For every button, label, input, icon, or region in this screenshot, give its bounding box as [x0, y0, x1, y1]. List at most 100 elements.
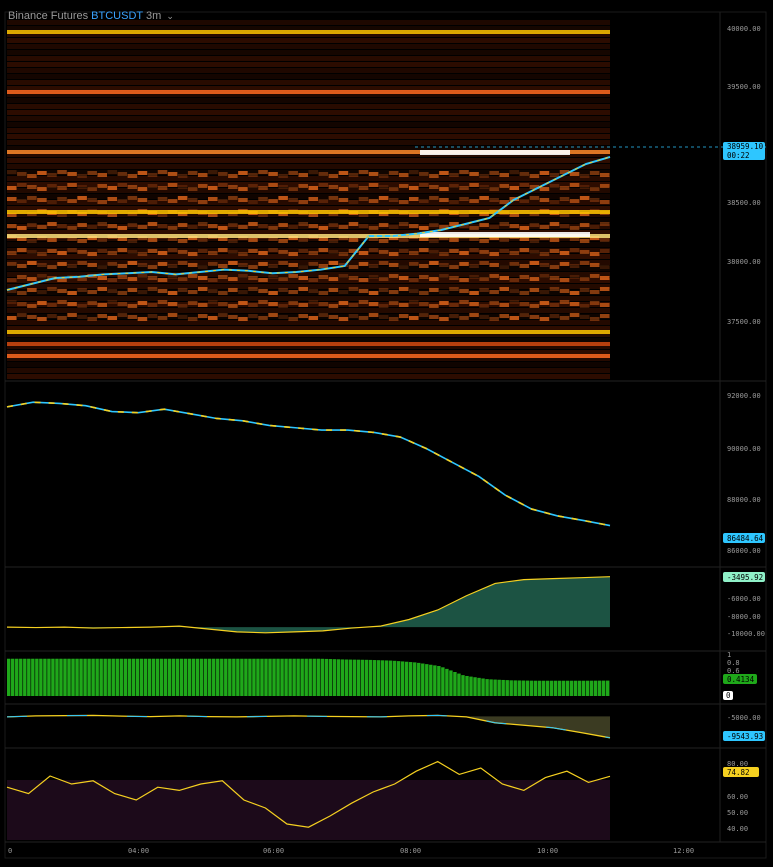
heatmap-cell [268, 313, 278, 317]
heatmap-cell [117, 226, 128, 230]
heatmap-cell [348, 265, 359, 269]
time-axis[interactable]: 0 04:00 06:00 08:00 10:00 12:00 [8, 847, 694, 855]
heatmap-cell [449, 184, 459, 188]
heatmap-cell [288, 317, 298, 321]
heatmap-cell [127, 261, 138, 265]
heatmap-cell [499, 249, 509, 253]
ratio-bar [336, 659, 341, 696]
heatmap-cell [318, 172, 329, 176]
ratio-bar [159, 658, 164, 696]
heatmap-cell [97, 249, 107, 253]
heatmap-cell [127, 304, 138, 308]
heatmap-cell [499, 222, 509, 226]
panel4-value-marker: 0.4134 [723, 674, 757, 684]
heatmap-cell [17, 313, 27, 317]
panel3-axis[interactable]: -6000.00 -8000.00 -10000.00 [727, 595, 765, 638]
heatmap-cell [459, 197, 469, 201]
heatmap-cell [107, 316, 118, 320]
heatmap-cell [328, 239, 339, 243]
heatmap-cell [409, 300, 419, 304]
heatmap-cell [177, 277, 188, 281]
heatmap-cell [67, 226, 77, 230]
heatmap-cell [559, 224, 570, 228]
symbol-selector[interactable]: Binance Futures BTCUSDT 3m ⌄ [8, 10, 174, 22]
liquidity-level [7, 330, 610, 334]
heatmap-cell [177, 288, 188, 292]
heatmap-cell [429, 250, 439, 254]
heatmap-cell [208, 262, 218, 266]
heatmap-cell [117, 264, 128, 268]
panel5-axis[interactable]: -5000.00 [727, 714, 761, 722]
heatmap-cell [218, 291, 228, 295]
heatmap-cell [439, 263, 449, 267]
heatmap-band [7, 368, 610, 373]
heatmap-cell [298, 314, 308, 318]
heatmap [7, 20, 610, 379]
ratio-bar [228, 658, 232, 696]
heatmap-cell [419, 291, 429, 295]
heatmap-cell [147, 238, 158, 242]
ratio-bar [372, 660, 377, 696]
ratio-bar [296, 658, 300, 696]
heatmap-cell [368, 248, 379, 252]
heatmap-cell [429, 185, 439, 189]
ratio-bar [589, 680, 594, 696]
heatmap-band [7, 218, 610, 223]
heatmap-cell [419, 275, 429, 279]
heatmap-cell [67, 291, 77, 295]
ratio-bar [332, 659, 337, 696]
ratio-bar [509, 680, 513, 696]
panel4-tick: 0.8 [727, 659, 740, 667]
heatmap-cell [589, 317, 600, 321]
heatmap-cell [549, 200, 560, 204]
heatmap-cell [328, 315, 339, 319]
panel4-axis[interactable]: 1 0.8 0.6 [727, 651, 740, 675]
heatmap-cell [298, 184, 308, 188]
heatmap-cell [177, 304, 188, 308]
heatmap-cell [439, 252, 449, 256]
panel4-tag[interactable]: 0 [723, 691, 733, 700]
heatmap-cell [107, 213, 118, 217]
heatmap-cell [87, 252, 97, 256]
heatmap-band [7, 128, 610, 133]
heatmap-cell [439, 187, 449, 191]
heatmap-cell [338, 225, 349, 229]
heatmap-cell [288, 263, 298, 267]
heatmap-cell [338, 252, 349, 256]
ratio-bar [316, 658, 320, 696]
heatmap-cell [77, 304, 87, 308]
heatmap-cell [177, 250, 188, 254]
heatmap-cell [489, 263, 499, 267]
heatmap-band [7, 200, 610, 205]
ratio-bar [292, 658, 296, 696]
heatmap-cell [47, 249, 57, 253]
ratio-bar [308, 658, 312, 696]
heatmap-cell [37, 263, 47, 267]
price-axis[interactable]: 40000.00 39500.00 38500.00 38000.00 3750… [727, 25, 761, 326]
heatmap-cell [7, 170, 17, 174]
heatmap-cell [27, 261, 37, 265]
heatmap-cell [388, 317, 399, 321]
panel2-axis[interactable]: 92000.00 90000.00 88000.00 86000.00 [727, 392, 761, 555]
ratio-bar [63, 658, 67, 696]
heatmap-cell [167, 237, 178, 241]
heatmap-cell [157, 289, 168, 293]
heatmap-cell [358, 251, 369, 255]
heatmap-cell [549, 276, 560, 280]
heatmap-cell [47, 265, 57, 269]
ratio-bar [252, 658, 256, 696]
panel6-axis[interactable]: 80.00 60.00 50.00 40.00 [727, 760, 748, 833]
heatmap-cell [87, 171, 97, 175]
heatmap-cell [248, 200, 258, 204]
heatmap-cell [197, 314, 208, 318]
heatmap-cell [479, 304, 489, 308]
panel4-current-value: 0.4134 [727, 675, 755, 684]
heatmap-cell [378, 304, 389, 308]
ratio-bar [220, 658, 224, 696]
heatmap-cell [37, 252, 47, 256]
heatmap-cell [509, 316, 520, 320]
heatmap-cell [97, 314, 107, 318]
heatmap-cell [378, 174, 389, 178]
